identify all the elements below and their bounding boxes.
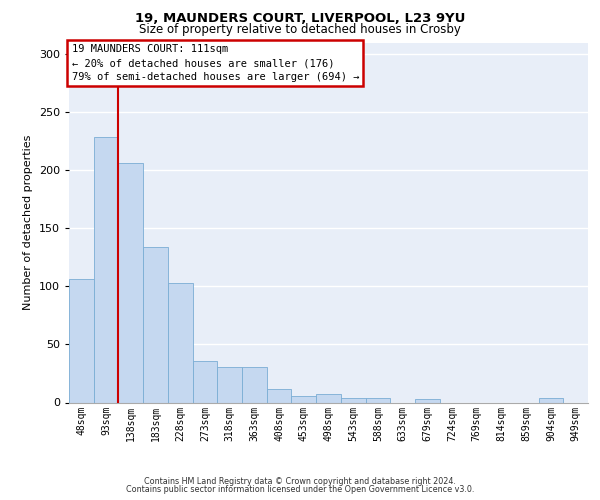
Bar [341,398,365,402]
Bar [415,399,440,402]
Bar [118,164,143,402]
Text: 19 MAUNDERS COURT: 111sqm
← 20% of detached houses are smaller (176)
79% of semi: 19 MAUNDERS COURT: 111sqm ← 20% of detac… [71,44,359,82]
Bar [316,394,341,402]
Bar [242,366,267,402]
Bar [539,398,563,402]
Text: Size of property relative to detached houses in Crosby: Size of property relative to detached ho… [139,24,461,36]
Bar [365,398,390,402]
Text: Contains public sector information licensed under the Open Government Licence v3: Contains public sector information licen… [126,484,474,494]
Bar [193,360,217,403]
Bar [143,247,168,402]
Bar [69,280,94,402]
Bar [94,136,118,402]
Y-axis label: Number of detached properties: Number of detached properties [23,135,33,310]
Bar [168,283,193,403]
Text: 19, MAUNDERS COURT, LIVERPOOL, L23 9YU: 19, MAUNDERS COURT, LIVERPOOL, L23 9YU [135,12,465,26]
Bar [292,396,316,402]
Text: Contains HM Land Registry data © Crown copyright and database right 2024.: Contains HM Land Registry data © Crown c… [144,477,456,486]
Bar [217,366,242,402]
Bar [267,388,292,402]
